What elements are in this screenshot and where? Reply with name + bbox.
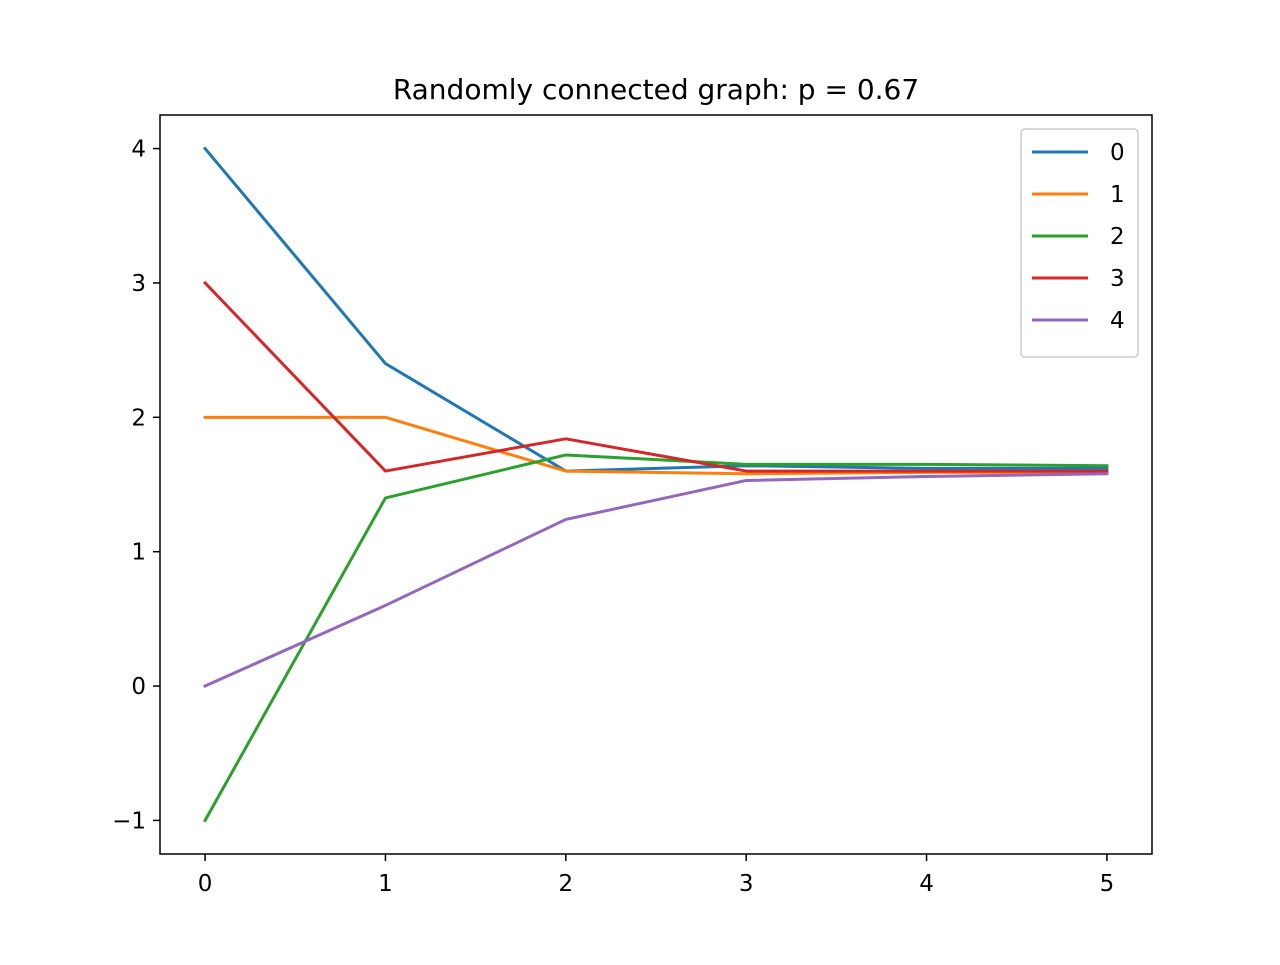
x-tick-label: 1 xyxy=(378,871,393,897)
y-tick-label: 3 xyxy=(131,271,146,297)
plot-area xyxy=(202,146,1109,823)
axes-frame xyxy=(159,114,1153,855)
y-tick-label: 0 xyxy=(131,674,146,700)
x-tick-label: 2 xyxy=(558,871,573,897)
legend-label-2: 2 xyxy=(1110,224,1125,250)
x-tick-label: 4 xyxy=(919,871,934,897)
y-tick-label: −1 xyxy=(112,808,146,834)
y-tick-label: 4 xyxy=(131,137,146,163)
legend-label-3: 3 xyxy=(1110,266,1125,292)
series-line-2 xyxy=(203,453,1109,823)
legend-label-4: 4 xyxy=(1110,308,1125,334)
legend-label-0: 0 xyxy=(1110,140,1125,166)
x-tick-label: 3 xyxy=(739,871,754,897)
series-line-3 xyxy=(202,280,1109,473)
y-axis: −1 0 1 2 3 4 xyxy=(112,137,160,834)
x-tick-label: 5 xyxy=(1100,871,1115,897)
x-axis: 0 1 2 3 4 5 xyxy=(198,854,1114,897)
x-tick-label: 0 xyxy=(198,871,213,897)
series-line-0 xyxy=(202,146,1109,473)
y-tick-label: 1 xyxy=(131,540,146,566)
legend-label-1: 1 xyxy=(1110,182,1125,208)
legend: 0 1 2 3 4 xyxy=(1020,128,1139,358)
y-tick-label: 2 xyxy=(131,405,146,431)
chart-title: Randomly connected graph: p = 0.67 xyxy=(393,73,919,106)
series-line-4 xyxy=(203,472,1109,689)
legend-box xyxy=(1020,128,1139,358)
